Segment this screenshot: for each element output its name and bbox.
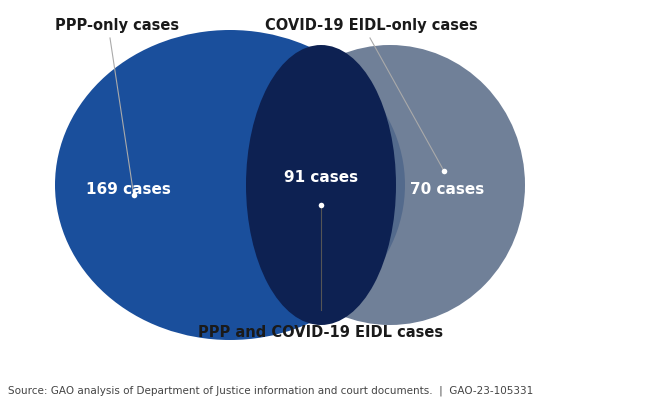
Ellipse shape xyxy=(246,45,396,325)
Ellipse shape xyxy=(55,30,405,340)
Text: PPP and COVID-19 EIDL cases: PPP and COVID-19 EIDL cases xyxy=(198,325,443,340)
Text: 70 cases: 70 cases xyxy=(410,183,484,198)
Text: COVID-19 EIDL-only cases: COVID-19 EIDL-only cases xyxy=(265,18,478,33)
Text: PPP-only cases: PPP-only cases xyxy=(55,18,179,33)
Ellipse shape xyxy=(255,45,525,325)
Text: 91 cases: 91 cases xyxy=(284,170,358,185)
Text: 169 cases: 169 cases xyxy=(86,183,171,198)
Text: Source: GAO analysis of Department of Justice information and court documents.  : Source: GAO analysis of Department of Ju… xyxy=(8,385,533,396)
